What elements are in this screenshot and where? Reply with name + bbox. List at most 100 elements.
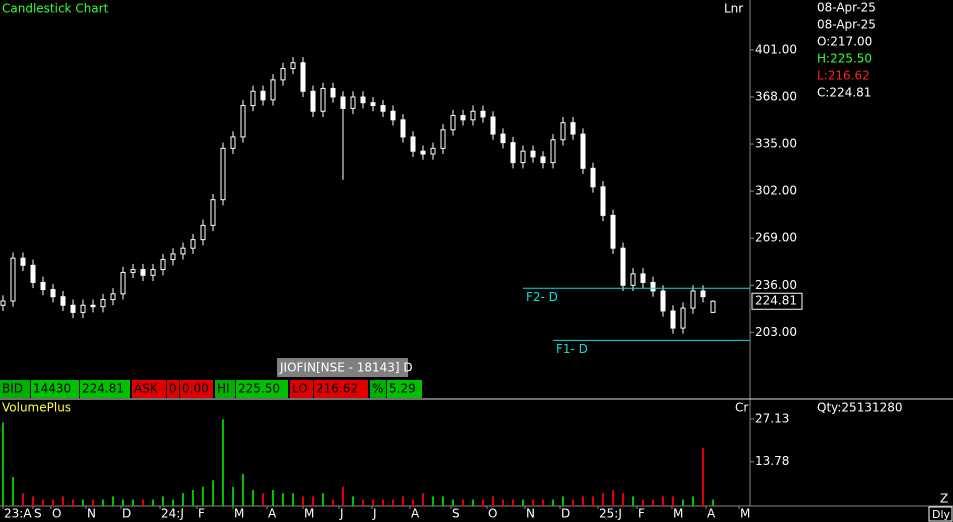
scale-mode: Lnr — [724, 2, 743, 16]
candle-body — [680, 307, 686, 329]
candle-body — [160, 259, 166, 271]
x-tick-label: 23:A — [4, 507, 32, 521]
x-tick-label: A — [268, 507, 277, 521]
x-tick-label: F — [638, 507, 645, 521]
candle-body — [110, 293, 116, 301]
candle-body — [550, 139, 556, 164]
last-price: 224.81 — [755, 294, 797, 308]
quote-text: ASK — [134, 382, 159, 396]
quote-text: 216.62 — [316, 382, 358, 396]
candle-body — [200, 224, 206, 241]
volume-bar — [392, 499, 394, 506]
quote-cell — [370, 380, 386, 398]
x-tick-label: S — [34, 507, 42, 521]
volume-bar — [342, 486, 344, 506]
volume-bar — [542, 499, 544, 506]
x-tick-label: D — [122, 507, 131, 521]
volume-bar — [452, 499, 454, 506]
volume-bar — [442, 496, 444, 506]
period[interactable]: Dly — [932, 508, 951, 521]
candle-body — [170, 253, 176, 261]
candle-body — [320, 87, 326, 112]
x-tick-label: N — [87, 507, 96, 521]
quote-text: 224.81 — [82, 382, 124, 396]
candle-body — [470, 110, 476, 121]
volume-bar — [252, 489, 254, 506]
candle-body — [310, 90, 316, 112]
quote-text: 0.00 — [182, 382, 209, 396]
y-tick-label: 203.00 — [755, 325, 797, 339]
x-tick-label: O — [52, 507, 61, 521]
quote-cell — [180, 380, 213, 398]
quote-text: LO — [292, 382, 308, 396]
quote-cell — [167, 380, 179, 398]
info-line: L:216.62 — [817, 69, 870, 83]
candle-body — [150, 269, 156, 276]
candle-body — [630, 273, 636, 286]
candle-body — [120, 271, 126, 295]
x-tick-label: F — [198, 507, 205, 521]
volume-bar — [232, 486, 234, 506]
volume-bar — [412, 499, 414, 506]
quote-cell — [0, 380, 30, 398]
x-tick-label: A — [707, 507, 716, 521]
volume-bar — [382, 499, 384, 506]
volume-bar — [552, 499, 554, 506]
candle-body — [270, 79, 276, 101]
volume-bar — [662, 496, 664, 506]
volume-bar — [222, 419, 224, 506]
volume-bar — [192, 489, 194, 506]
info-line: H:225.50 — [817, 52, 872, 66]
candle-body — [480, 110, 486, 118]
y-tick-label: 13.78 — [755, 454, 789, 468]
info-line: 08-Apr-25 — [817, 18, 876, 32]
candle-body — [370, 102, 376, 107]
candle-body — [70, 304, 76, 313]
panel-title: VolumePlus — [2, 401, 71, 415]
last-price-box — [751, 292, 803, 310]
quote-text: 14430 — [33, 382, 71, 396]
quote-cell — [387, 380, 422, 398]
volume-bar — [322, 493, 324, 506]
candle-body — [330, 87, 336, 98]
quantity: Qty:25131280 — [817, 401, 903, 415]
volume-bar — [402, 496, 404, 506]
candle-body — [190, 239, 196, 249]
volume-bar — [642, 499, 644, 506]
volume-bar — [92, 499, 94, 506]
volume-bar — [532, 499, 534, 506]
volume-bar — [302, 496, 304, 506]
volume-bar — [352, 496, 354, 506]
candle-body — [90, 304, 96, 308]
volume-bar — [152, 499, 154, 506]
x-tick-label: 24:J — [161, 507, 184, 521]
period-box[interactable] — [928, 506, 953, 522]
candle-body — [360, 96, 366, 104]
volume-bar — [242, 473, 244, 506]
volume-bar — [702, 448, 704, 506]
candle-body — [660, 290, 666, 312]
candle-body — [280, 67, 286, 81]
candle-body — [250, 90, 256, 107]
volume-bar — [202, 486, 204, 506]
y-tick-label: 368.00 — [755, 89, 797, 103]
y-tick-label: 27.13 — [755, 411, 789, 425]
volume-bar — [212, 480, 214, 506]
zoom-button[interactable]: Z — [940, 492, 948, 506]
candle-body — [510, 142, 516, 164]
volume-bar — [182, 493, 184, 506]
candle-body — [500, 133, 506, 144]
y-tick-label: 269.00 — [755, 231, 797, 245]
y-tick-label: 401.00 — [755, 42, 797, 56]
candle-body — [20, 257, 26, 266]
candle-body — [400, 119, 406, 138]
candle-body — [340, 96, 346, 109]
volume-bar — [72, 499, 74, 506]
candle-body — [390, 110, 396, 121]
quote-cell — [31, 380, 79, 398]
volume-bar — [602, 493, 604, 506]
candle-body — [620, 247, 626, 286]
volume-bar — [712, 499, 714, 506]
candle-body — [610, 214, 616, 249]
candle-body — [130, 269, 136, 273]
